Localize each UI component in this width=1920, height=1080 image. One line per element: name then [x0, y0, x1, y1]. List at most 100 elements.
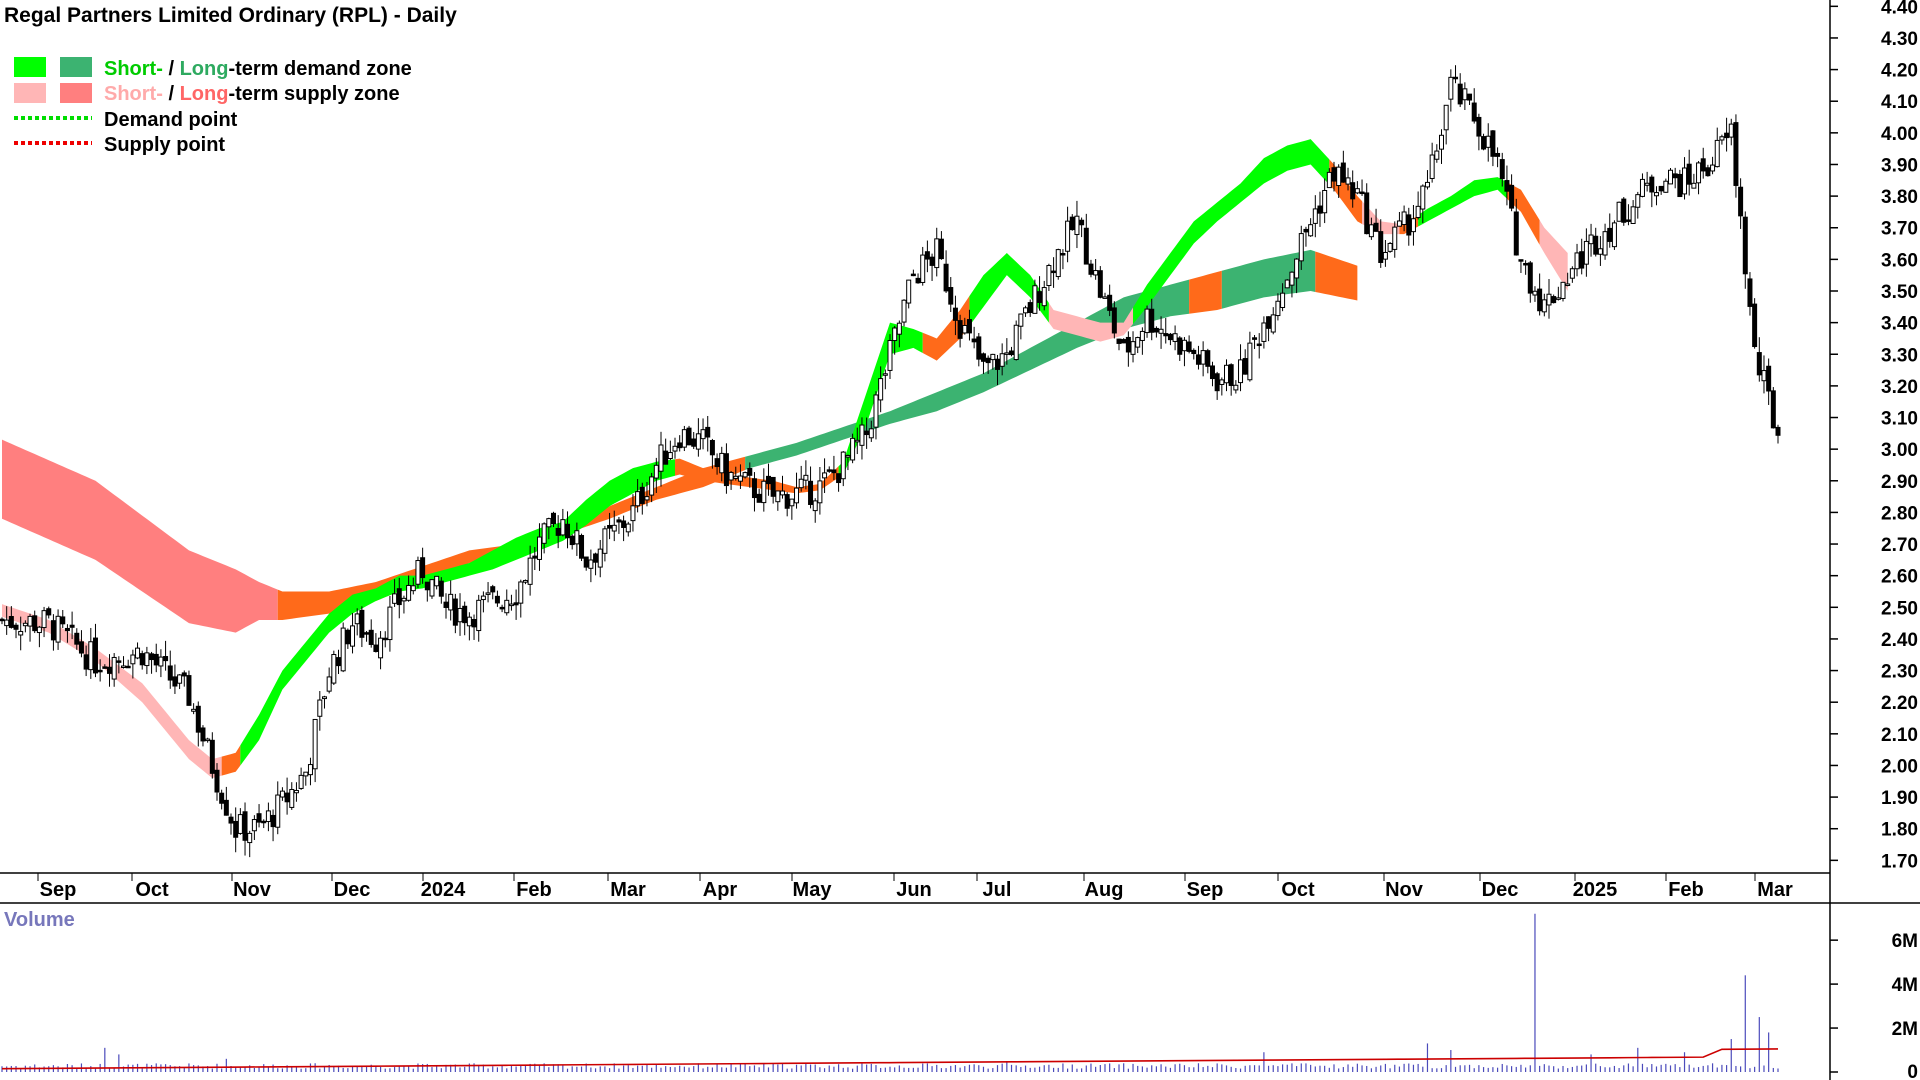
- short-term-zone-band: [1418, 177, 1507, 227]
- candle-body: [1415, 205, 1421, 218]
- candle-body: [836, 473, 842, 484]
- candle-body: [1364, 192, 1370, 235]
- candle-body: [808, 480, 814, 505]
- candle-body: [1312, 208, 1318, 224]
- candle-body: [312, 718, 318, 770]
- candle-body: [1583, 240, 1589, 265]
- candle-body: [588, 559, 594, 569]
- candle-body: [1387, 242, 1393, 252]
- candle-body: [508, 603, 514, 607]
- candle-body: [1074, 215, 1080, 236]
- candle-body: [1065, 220, 1071, 252]
- candle-body: [1111, 307, 1117, 334]
- candle-body: [1574, 252, 1580, 270]
- candle-body: [1097, 270, 1103, 298]
- candle-body: [994, 358, 1000, 370]
- candle-body: [60, 616, 66, 625]
- candle-body: [219, 792, 225, 804]
- candle-body: [298, 774, 304, 789]
- chart-title: Regal Partners Limited Ordinary (RPL) - …: [4, 4, 457, 27]
- candle-body: [630, 505, 636, 522]
- short-term-zone-band: [1133, 139, 1330, 324]
- candle-body: [709, 440, 715, 456]
- candle-body: [406, 584, 412, 601]
- candle-body: [1560, 281, 1566, 299]
- candle-body: [191, 708, 197, 712]
- candle-body: [1340, 162, 1346, 183]
- candle-body: [1499, 159, 1505, 180]
- candle-body: [345, 629, 351, 645]
- candle-body: [55, 615, 61, 643]
- candle-body: [186, 675, 192, 706]
- candle-body: [1523, 262, 1529, 266]
- candle-body: [1373, 222, 1379, 232]
- candle-body: [1756, 352, 1762, 376]
- time-tick-label: Apr: [703, 879, 738, 901]
- price-tick-label: 2.60: [1881, 567, 1918, 588]
- candle-body: [761, 480, 767, 504]
- candle-body: [1205, 350, 1211, 367]
- time-tick-label: Oct: [135, 879, 169, 901]
- candle-body: [966, 319, 972, 334]
- candle-body: [616, 519, 622, 523]
- candle-body: [1233, 384, 1239, 391]
- candle-body: [663, 450, 669, 465]
- candle-body: [27, 615, 33, 627]
- candle-body: [480, 595, 486, 601]
- candle-body: [920, 254, 926, 283]
- candle-body: [513, 602, 519, 606]
- candle-body: [550, 512, 556, 525]
- volume-title: Volume: [4, 909, 75, 931]
- candle-body: [1284, 279, 1290, 289]
- price-tick-label: 2.00: [1881, 756, 1918, 777]
- candle-body: [1429, 154, 1435, 179]
- candle-body: [401, 597, 407, 602]
- long-term-zone-band: [2, 439, 278, 633]
- candle-body: [1770, 390, 1776, 429]
- candle-body: [1060, 253, 1066, 256]
- candle-body: [233, 820, 239, 838]
- candle-body: [728, 471, 734, 481]
- candle-body: [83, 654, 89, 670]
- candle-body: [1410, 218, 1416, 233]
- candle-body: [915, 277, 921, 284]
- candle-body: [878, 378, 884, 401]
- candle-body: [78, 641, 84, 654]
- time-axis-ticks: Sep Oct Nov Dec 2024 Feb Mar Apr May Jun Jul Aug Sep…: [37, 873, 1793, 901]
- candle-body: [1653, 192, 1659, 197]
- candle-body: [546, 518, 552, 528]
- candle-body: [1219, 379, 1225, 385]
- time-tick-label: Dec: [1482, 879, 1519, 901]
- legend-swatch-long-supply: [60, 83, 92, 103]
- candle-body: [88, 641, 94, 671]
- candle-body: [536, 536, 542, 560]
- candle-body: [378, 637, 384, 659]
- time-tick-label: Feb: [1668, 879, 1704, 901]
- candle-body: [485, 592, 491, 595]
- legend-swatch-long-demand: [60, 57, 92, 77]
- candle-body: [948, 287, 954, 305]
- candle-body: [859, 424, 865, 446]
- candle-body: [163, 656, 169, 662]
- candle-body: [1051, 270, 1057, 274]
- short-term-zone-band: [969, 253, 1049, 326]
- time-tick-label: Dec: [334, 879, 371, 901]
- candle-body: [1116, 338, 1122, 344]
- candle-body: [1579, 251, 1585, 269]
- candle-body: [1761, 370, 1767, 382]
- candle-body: [1481, 136, 1487, 150]
- candle-body: [1766, 365, 1772, 392]
- candle-body: [125, 665, 131, 669]
- candle-body: [494, 595, 500, 604]
- long-term-zone-band: [1221, 249, 1316, 309]
- candle-body: [64, 627, 70, 632]
- candle-body: [691, 438, 697, 447]
- candle-body: [1354, 188, 1360, 194]
- price-tick-label: 4.00: [1881, 124, 1918, 145]
- candle-body: [1149, 308, 1155, 333]
- candle-body: [644, 496, 650, 501]
- price-tick-label: 1.80: [1881, 820, 1918, 841]
- candle-body: [1242, 358, 1248, 375]
- candle-body: [102, 666, 108, 669]
- candle-body: [1668, 169, 1674, 185]
